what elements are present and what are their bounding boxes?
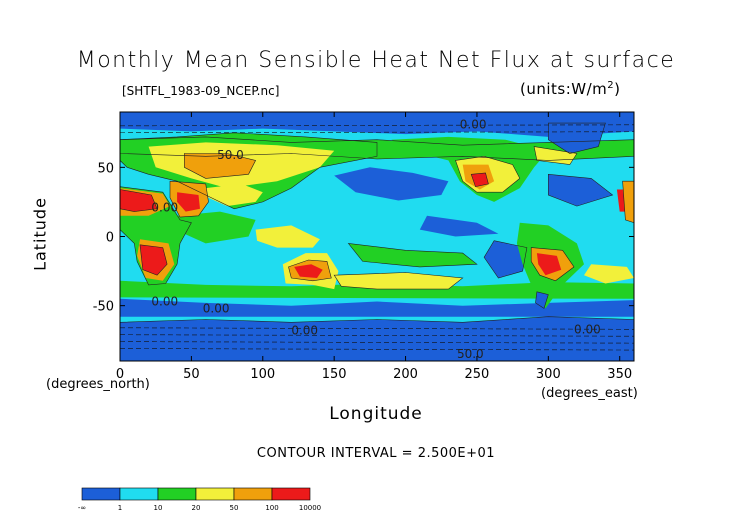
x-tick-label-5: 250 xyxy=(465,367,490,382)
contour-17 xyxy=(120,186,192,286)
contour-25 xyxy=(455,155,521,193)
contour-29 xyxy=(530,247,575,282)
field-region-6 xyxy=(120,298,634,317)
x-tick-label-4: 200 xyxy=(393,367,418,382)
contour-11 xyxy=(120,132,378,210)
colorbar-swatch-3 xyxy=(195,487,235,501)
colorbar-swatch-0 xyxy=(81,487,121,501)
contour-3 xyxy=(547,173,614,207)
dashed-contour-north-1 xyxy=(120,131,634,134)
contour-label-4: 0.00 xyxy=(203,302,230,316)
colorbar-label-0: -∞ xyxy=(78,504,86,512)
field-region-1 xyxy=(120,316,634,361)
field-region-34 xyxy=(294,264,323,278)
dashed-contour-south-0 xyxy=(120,327,634,330)
field-region-35 xyxy=(548,123,606,154)
x-tick-label-0: 0 xyxy=(116,367,124,382)
colorbar-label-3: 20 xyxy=(192,504,201,512)
field-region-14 xyxy=(205,183,263,207)
colorbar-swatch-4 xyxy=(233,487,273,501)
y-ticks: 50 0 -50 xyxy=(93,161,634,315)
colorbar-label-5: 100 xyxy=(265,504,278,512)
contour-21 xyxy=(139,244,168,276)
field-region-0 xyxy=(120,112,634,137)
y-tick-label-2: -50 xyxy=(93,300,114,315)
contour-15 xyxy=(169,180,209,218)
dataset-label: [SHTFL_1983-09_NCEP.nc] xyxy=(122,84,280,98)
contour-35 xyxy=(547,122,606,154)
contour-5 xyxy=(483,240,528,279)
field-region-19 xyxy=(120,189,158,212)
field-region-27 xyxy=(471,172,489,187)
field-region-3 xyxy=(548,174,613,207)
contour-label-7: 50.0 xyxy=(457,347,484,361)
x-axis-label: Longitude xyxy=(0,404,752,424)
field-region-16 xyxy=(177,192,200,212)
contour-23 xyxy=(622,180,634,224)
field-region-23 xyxy=(622,181,634,223)
y-unit-label: (degrees_north) xyxy=(46,377,150,392)
contour-lines xyxy=(120,122,634,361)
colorbar-swatch-2 xyxy=(157,487,197,501)
field-region-30 xyxy=(536,253,562,276)
dashed-contour-north-0 xyxy=(120,124,634,127)
colorbar-label-2: 10 xyxy=(154,504,163,512)
contour-39 xyxy=(533,146,578,165)
colorbar-swatch-1 xyxy=(119,487,159,501)
chart-title: Monthly Mean Sensible Heat Net Flux at s… xyxy=(76,48,676,73)
field-region-5 xyxy=(484,240,527,278)
field-region-38 xyxy=(584,264,634,284)
contour-19 xyxy=(120,189,158,212)
contour-37 xyxy=(333,272,464,290)
x-tick-label-3: 150 xyxy=(322,367,347,382)
contour-33 xyxy=(288,259,332,282)
contour-27 xyxy=(470,172,489,188)
units-label: (units:W/m2) xyxy=(520,80,621,98)
colorbar-swatch-5 xyxy=(271,487,311,501)
x-tick-label-1: 50 xyxy=(183,367,200,382)
field-region-10 xyxy=(177,211,256,244)
field-region-4 xyxy=(419,215,499,237)
contour-label-6: 0.00 xyxy=(574,322,601,336)
units-exponent: 2 xyxy=(607,80,615,91)
contour-9 xyxy=(347,243,478,268)
field-region-36 xyxy=(255,225,320,248)
x-tick-label-6: 300 xyxy=(536,367,561,382)
x-ticks: 0 50 100 150 200 250 300 350 xyxy=(116,112,632,382)
field-region-9 xyxy=(348,243,477,267)
contour-label-5: 0.00 xyxy=(291,324,318,338)
y-tick-label-0: 50 xyxy=(97,161,114,176)
colorbar-label-6: 10000 xyxy=(299,504,321,512)
field-region-13 xyxy=(184,153,256,179)
dashed-contour-south-2 xyxy=(120,341,634,344)
dashed-contour-south-3 xyxy=(120,348,634,351)
colorbar: -∞ 1 10 20 50 100 10000 xyxy=(78,487,321,512)
contour-1 xyxy=(120,316,634,361)
x-axis-label-text: Longitude xyxy=(329,404,423,424)
field-region-37 xyxy=(334,272,463,290)
contour-label-2: 0.00 xyxy=(151,201,178,215)
contour-label-1: 50.0 xyxy=(217,148,244,162)
contour-labels: 0.00 50.0 0.00 0.00 0.00 0.00 0.00 50.0 xyxy=(151,118,601,361)
contour-interval-label: CONTOUR INTERVAL = 2.500E+01 xyxy=(256,446,496,461)
colorbar-label-1: 1 xyxy=(118,504,122,512)
contour-label-0: 0.00 xyxy=(460,118,487,132)
y-tick-label-1: 0 xyxy=(106,231,114,246)
colorbar-label-4: 50 xyxy=(230,504,239,512)
x-unit-label: (degrees_east) xyxy=(541,386,638,401)
contour-label-3: 0.00 xyxy=(151,295,178,309)
x-tick-label-7: 350 xyxy=(607,367,632,382)
dashed-contour-south-1 xyxy=(120,334,634,337)
field-region-8 xyxy=(120,280,634,299)
field-region-21 xyxy=(140,244,168,276)
field-region-2 xyxy=(334,167,449,201)
contour-13 xyxy=(184,153,257,179)
x-tick-label-2: 100 xyxy=(250,367,275,382)
contour-31 xyxy=(535,291,549,309)
